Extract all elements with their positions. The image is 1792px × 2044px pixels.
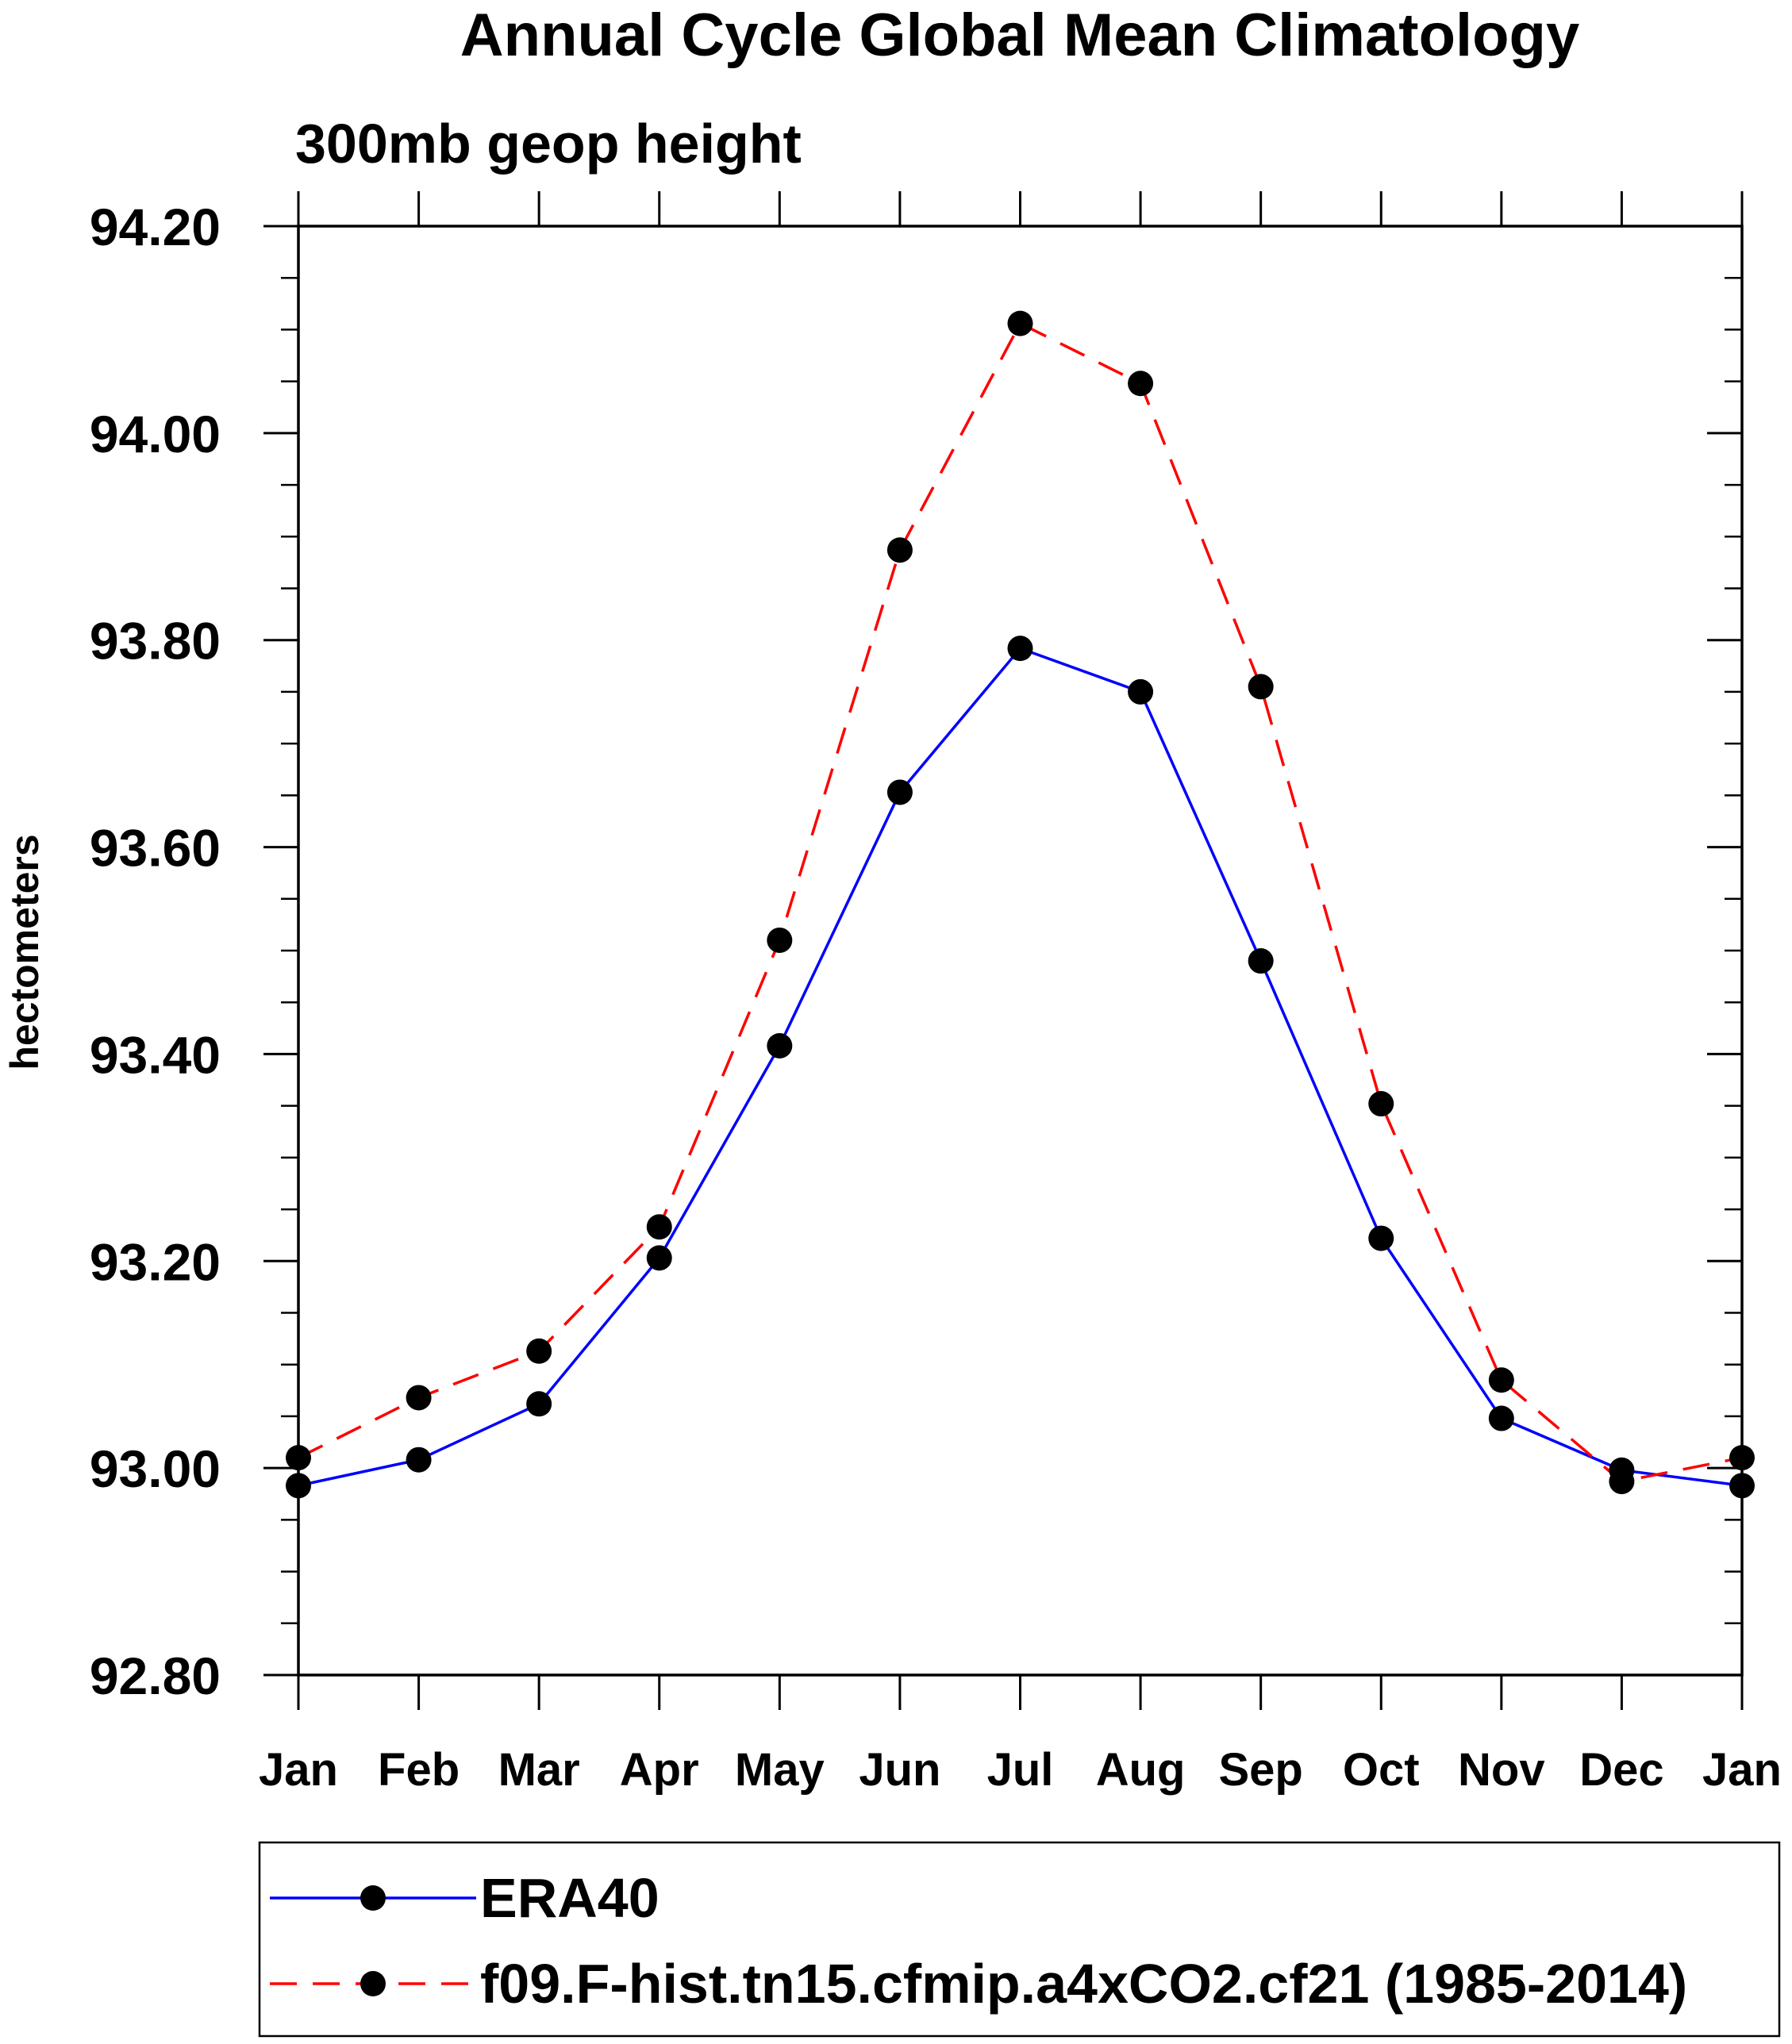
- data-point-era40: [406, 1447, 432, 1473]
- x-tick-labels: Jan Feb Mar Apr May Jun Jul Aug Sep Oct Nov Dec Jan: [259, 1744, 1782, 1796]
- data-point-era40: [1007, 636, 1033, 662]
- x-tick-label: Jan: [259, 1744, 338, 1796]
- y-tick-labels: 92.80 93.00 93.20 93.40 93.60 93.80 94.00 94.20: [90, 198, 221, 1705]
- x-tick-label: Apr: [620, 1744, 699, 1796]
- x-tick-label: Nov: [1458, 1744, 1545, 1796]
- legend-label-era40: ERA40: [480, 1867, 660, 1929]
- legend-marker-era40: [360, 1885, 386, 1911]
- plot-area-frame: [297, 225, 1744, 1677]
- data-point-model: [526, 1338, 552, 1364]
- y-tick-label: 93.80: [90, 612, 221, 670]
- legend-marker-model: [360, 1971, 386, 1996]
- chart-title: Annual Cycle Global Mean Climatology: [460, 2, 1579, 69]
- axis-ticks: [263, 191, 1744, 1710]
- data-point-era40: [1128, 678, 1154, 705]
- x-tick-label: Jan: [1702, 1744, 1782, 1796]
- data-point-era40: [646, 1245, 672, 1271]
- data-point-era40: [1248, 948, 1274, 974]
- data-point-model: [767, 927, 793, 953]
- legend-box: [258, 1841, 1781, 2038]
- legend: ERA40 f09.F-hist.tn15.cfmip.a4xCO2.cf21 …: [258, 1841, 1781, 2038]
- x-tick-label: Dec: [1579, 1744, 1663, 1796]
- series-layer: [286, 310, 1755, 1499]
- x-tick-label: Jun: [859, 1744, 940, 1796]
- data-point-era40: [1729, 1473, 1755, 1499]
- data-point-model: [646, 1214, 672, 1240]
- y-tick-label: 92.80: [90, 1646, 221, 1705]
- y-tick-label: 93.40: [90, 1025, 221, 1084]
- data-point-era40: [886, 779, 913, 805]
- data-point-model: [1609, 1469, 1635, 1495]
- data-point-model: [1368, 1091, 1394, 1117]
- data-point-model: [406, 1385, 432, 1411]
- legend-label-model: f09.F-hist.tn15.cfmip.a4xCO2.cf21 (1985-…: [480, 1953, 1687, 2015]
- x-tick-label: May: [735, 1744, 825, 1796]
- data-point-model: [1248, 674, 1274, 700]
- data-point-model: [886, 537, 913, 563]
- series-line-model: [298, 321, 1743, 1483]
- x-tick-label: Mar: [498, 1744, 580, 1796]
- x-tick-label: Oct: [1343, 1744, 1420, 1796]
- data-point-model: [1128, 371, 1154, 397]
- data-point-model: [286, 1445, 311, 1471]
- y-axis-label: hectometers: [2, 834, 47, 1070]
- y-tick-label: 93.20: [90, 1232, 221, 1291]
- x-tick-label: Aug: [1096, 1744, 1186, 1796]
- x-tick-label: Feb: [378, 1744, 460, 1796]
- data-point-era40: [1488, 1405, 1514, 1431]
- x-tick-label: Sep: [1218, 1744, 1302, 1796]
- data-point-model: [1007, 310, 1033, 336]
- data-point-model: [1729, 1445, 1755, 1471]
- y-tick-label: 94.20: [90, 198, 221, 256]
- y-tick-label: 94.00: [90, 405, 221, 463]
- y-tick-label: 93.00: [90, 1439, 221, 1498]
- x-tick-label: Jul: [987, 1744, 1054, 1796]
- data-point-era40: [526, 1391, 552, 1417]
- data-point-model: [1488, 1367, 1514, 1393]
- chart-subtitle: 300mb geop height: [295, 113, 802, 175]
- data-point-era40: [767, 1032, 793, 1058]
- data-point-era40: [286, 1473, 311, 1499]
- data-point-era40: [1368, 1225, 1394, 1251]
- y-tick-label: 93.60: [90, 819, 221, 878]
